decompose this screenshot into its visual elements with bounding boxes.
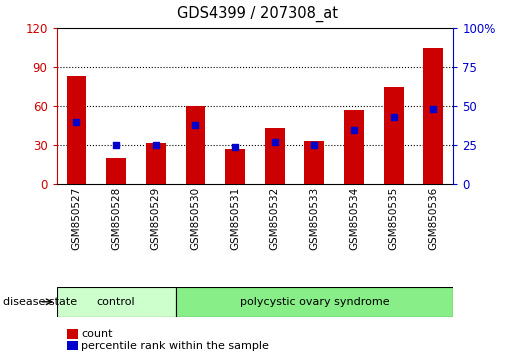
Bar [66,76,87,184]
Bar [57,287,176,317]
Bar [265,128,285,184]
Bar [384,87,404,184]
Text: count: count [81,329,113,339]
Bar [106,158,126,184]
Bar [225,149,245,184]
Point [429,107,437,112]
Bar [185,106,205,184]
Text: control: control [97,297,135,307]
Bar [423,48,443,184]
Bar [176,287,453,317]
Point [350,127,358,132]
Point [389,114,398,120]
Point [112,142,120,148]
Text: percentile rank within the sample: percentile rank within the sample [81,341,269,350]
Bar [304,141,324,184]
Point [310,142,318,148]
Text: polycystic ovary syndrome: polycystic ovary syndrome [239,297,389,307]
Point [231,144,239,149]
Text: GDS4399 / 207308_at: GDS4399 / 207308_at [177,5,338,22]
Bar [344,110,364,184]
Point [151,142,160,148]
Bar [146,143,166,184]
Point [191,122,199,128]
Point [72,119,80,125]
Point [271,139,279,145]
Text: disease state: disease state [3,297,77,307]
